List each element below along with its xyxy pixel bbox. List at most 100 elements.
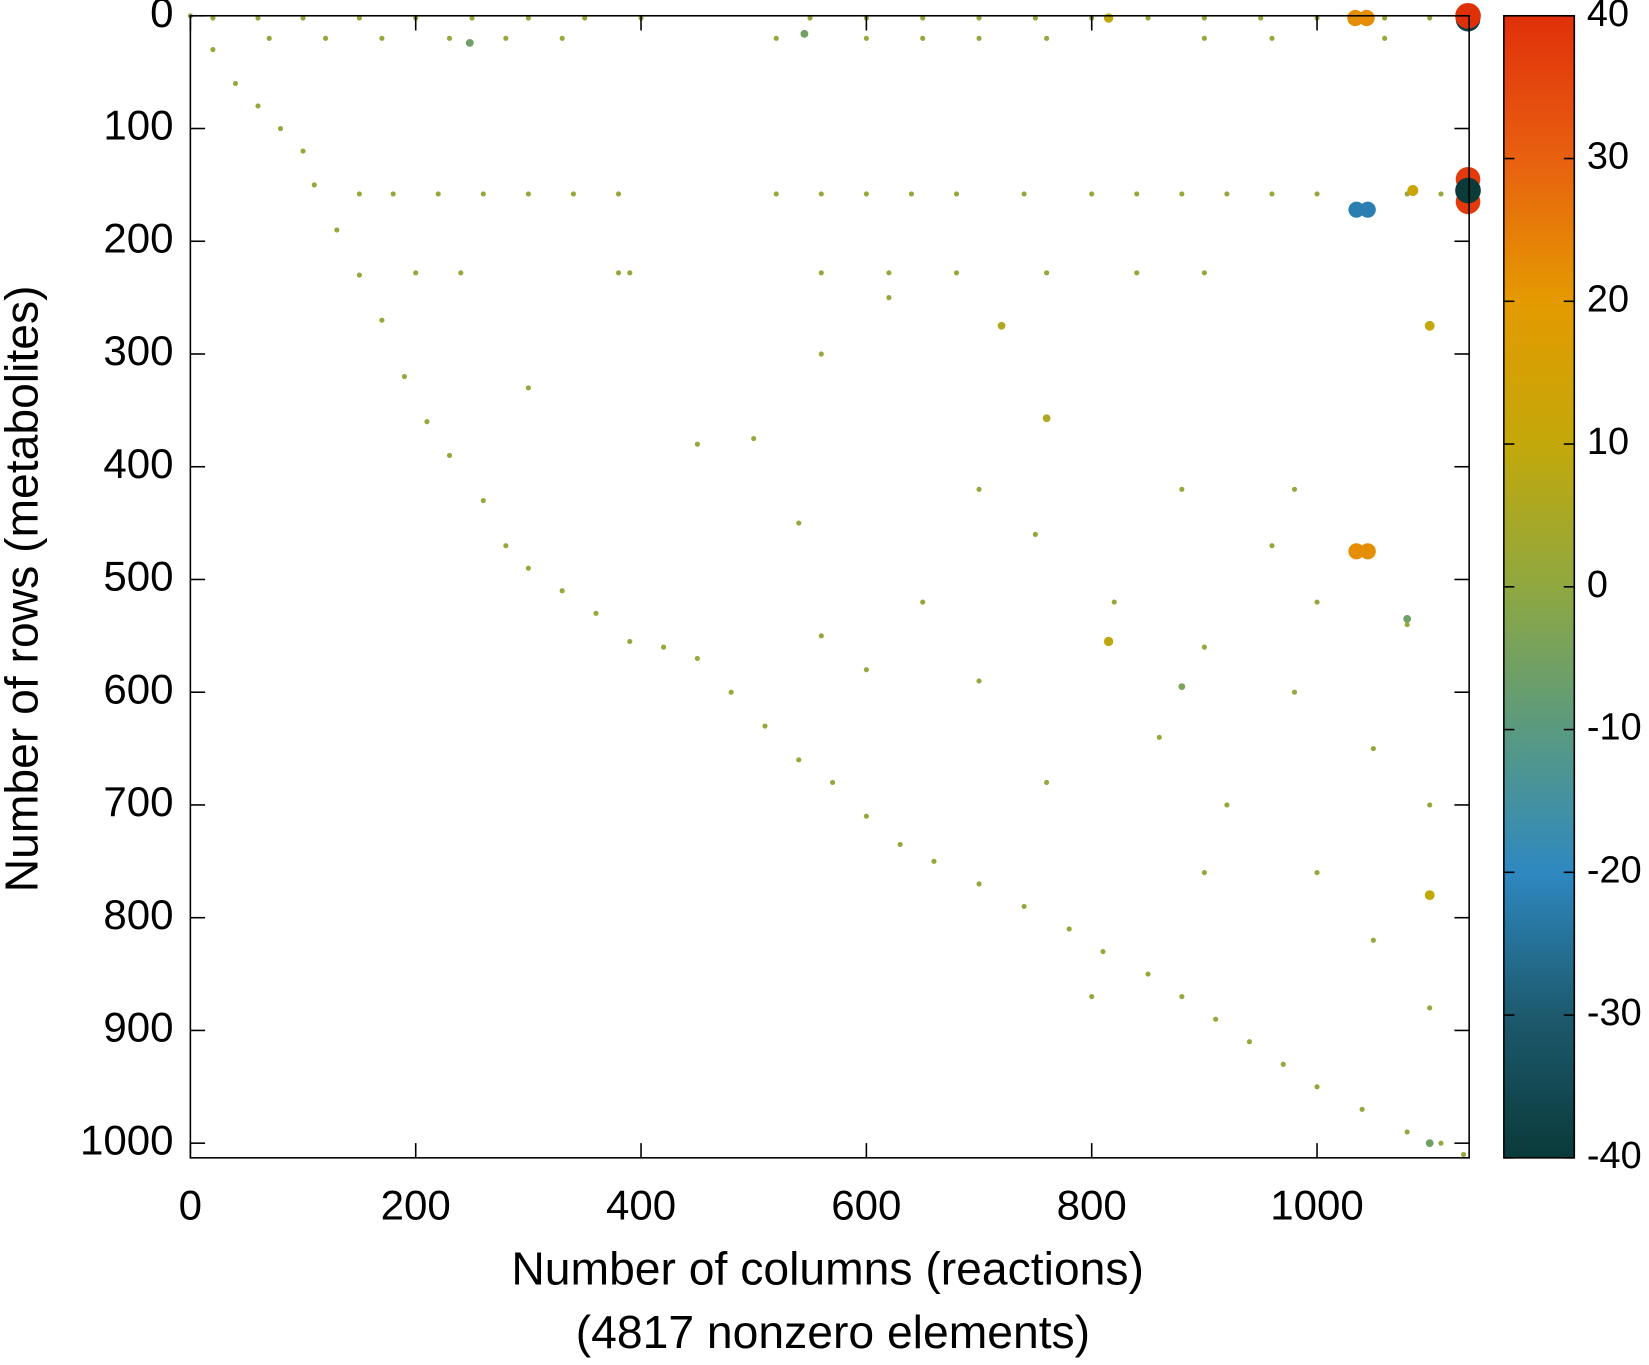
nonzero-element <box>255 15 261 21</box>
nonzero-element <box>356 272 362 278</box>
nonzero-element <box>1021 191 1027 197</box>
nonzero-element <box>465 38 474 47</box>
nonzero-element <box>480 191 486 197</box>
nonzero-element <box>728 689 734 695</box>
colorbar-tick-label: 0 <box>1587 564 1608 606</box>
nonzero-element <box>976 15 982 21</box>
nonzero-element <box>1359 201 1376 218</box>
nonzero-element <box>897 841 903 847</box>
nonzero-element <box>1348 201 1365 218</box>
nonzero-element <box>593 610 599 616</box>
nonzero-element <box>277 125 284 132</box>
nonzero-element <box>976 678 982 684</box>
nonzero-element <box>976 35 982 41</box>
nonzero-element <box>762 723 768 729</box>
nonzero-element <box>525 15 531 21</box>
nonzero-element <box>953 270 960 276</box>
nonzero-element <box>1044 35 1050 41</box>
nonzero-element <box>1427 1005 1433 1011</box>
nonzero-element <box>1404 621 1410 628</box>
nonzero-element <box>1042 414 1051 423</box>
nonzero-element <box>1145 971 1151 977</box>
nonzero-element <box>300 148 306 154</box>
nonzero-element <box>1269 191 1275 197</box>
nonzero-element <box>1407 185 1419 196</box>
y-tick-label: 200 <box>103 214 173 261</box>
nonzero-element <box>660 644 667 650</box>
y-tick-label: 800 <box>103 891 173 938</box>
nonzero-element <box>800 29 809 38</box>
nonzero-element <box>311 182 317 188</box>
nonzero-element <box>334 227 340 233</box>
colorbar-tick-label: -30 <box>1587 992 1642 1034</box>
nonzero-element <box>525 385 531 391</box>
x-tick-label: 0 <box>179 1181 202 1228</box>
nonzero-element <box>1359 543 1376 560</box>
nonzero-element <box>1269 543 1275 549</box>
nonzero-element <box>446 452 453 459</box>
nonzero-element <box>1403 615 1412 623</box>
nonzero-element <box>807 15 813 21</box>
nonzero-element <box>210 47 216 53</box>
nonzero-element <box>266 35 272 41</box>
x-tick-label: 600 <box>831 1181 901 1228</box>
y-tick-label: 500 <box>103 553 173 600</box>
plot-frame <box>189 14 1470 1159</box>
nonzero-element <box>379 317 385 323</box>
nonzero-element <box>908 191 915 197</box>
nonzero-element <box>863 35 869 41</box>
nonzero-element <box>1424 890 1435 901</box>
nonzero-element <box>1348 543 1365 560</box>
x-axis-label: Number of columns (reactions) <box>511 1243 1144 1295</box>
colorbar-tick-label: 10 <box>1587 421 1629 463</box>
nonzero-element <box>322 35 329 41</box>
nonzero-element <box>829 779 836 785</box>
nonzero-element <box>920 599 926 605</box>
colorbar-tick-label: -40 <box>1587 1135 1642 1177</box>
y-tick-label: 700 <box>103 778 173 825</box>
nonzero-element <box>1032 531 1038 537</box>
nonzero-element <box>559 588 565 594</box>
nonzero-element <box>886 270 892 276</box>
nonzero-element <box>210 15 216 21</box>
nonzero-element <box>818 351 824 357</box>
nonzero-element <box>1280 1061 1286 1067</box>
nonzero-element <box>401 373 408 380</box>
nonzero-element <box>1314 870 1320 876</box>
nonzero-element <box>1347 9 1364 27</box>
nonzero-element <box>1358 9 1375 27</box>
nonzero-element <box>1460 1151 1467 1158</box>
nonzero-element <box>458 270 464 276</box>
colorbar-tick-label: -10 <box>1587 707 1642 749</box>
nonzero-element <box>1179 486 1185 492</box>
nonzero-element <box>1314 599 1320 605</box>
nonzero-element <box>1455 177 1481 204</box>
nonzero-element <box>446 35 453 41</box>
nonzero-element <box>863 813 869 819</box>
y-tick-label: 100 <box>103 102 173 149</box>
nonzero-element <box>1134 270 1140 276</box>
nonzero-element <box>559 35 565 41</box>
nonzero-element <box>1424 320 1435 331</box>
nonzero-element <box>1134 191 1140 197</box>
nonzero-element <box>627 270 633 276</box>
nonzero-element <box>525 565 531 571</box>
nonzero-element <box>1213 1016 1219 1022</box>
nonzero-element <box>1269 35 1275 41</box>
nonzero-element <box>1179 191 1185 197</box>
nonzero-element <box>1103 13 1114 23</box>
nonzero-element <box>1089 191 1095 197</box>
nonzero-element <box>379 35 385 41</box>
nonzero-element <box>1044 270 1050 276</box>
nonzero-element <box>1178 683 1186 690</box>
nonzero-element <box>1201 270 1207 276</box>
nonzero-element <box>1427 15 1433 21</box>
nonzero-element <box>615 191 622 197</box>
nonzero-element <box>1427 802 1433 808</box>
nonzero-element <box>232 80 239 86</box>
y-tick-label: 600 <box>103 665 173 712</box>
nonzero-element <box>976 881 982 887</box>
nonzero-element <box>1246 1039 1253 1045</box>
nonzero-element <box>480 497 486 504</box>
